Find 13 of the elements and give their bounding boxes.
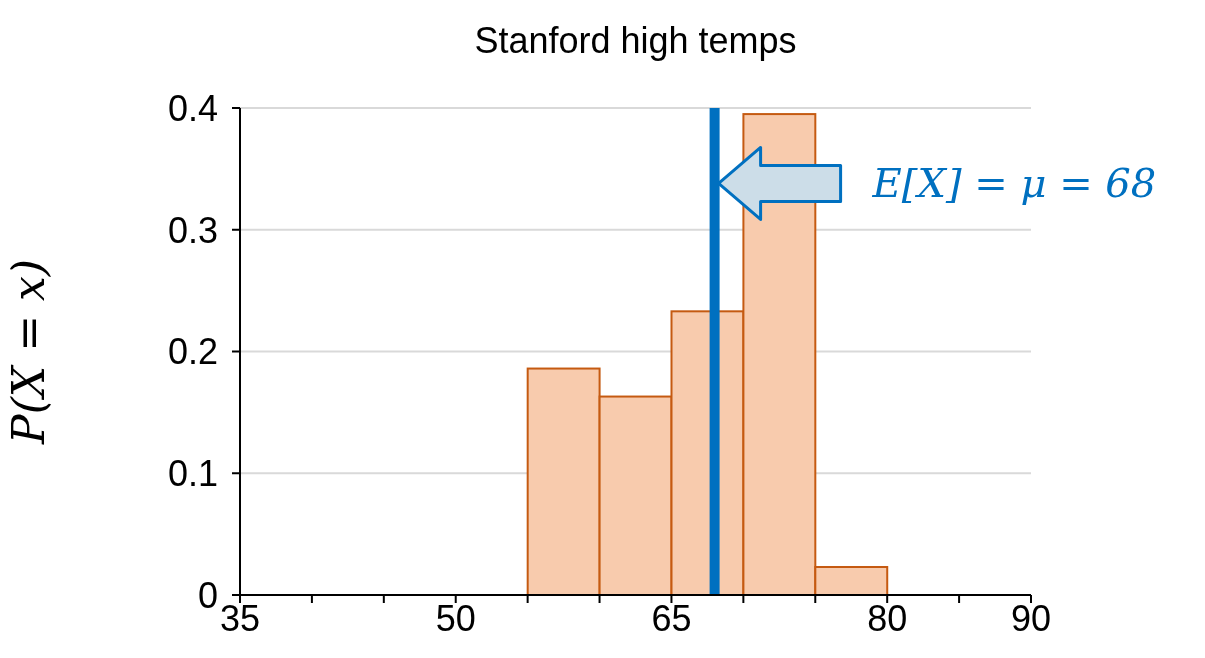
x-tick-label: 65 xyxy=(651,597,692,639)
y-tick-label: 0.2 xyxy=(167,331,218,373)
y-axis-title: P(X = x) xyxy=(2,259,54,445)
chart-title: Stanford high temps xyxy=(474,20,797,61)
y-tick-label: 0.1 xyxy=(167,453,218,495)
x-tick-label: 90 xyxy=(1010,597,1052,639)
ref-line-label: E[X] = μ = 68 xyxy=(871,160,1157,207)
x-tick-label: 50 xyxy=(435,597,476,639)
y-tick-label: 0 xyxy=(197,574,218,616)
x-tick-label: 80 xyxy=(867,597,908,639)
y-tick-label: 0.3 xyxy=(167,209,218,251)
x-tick-label: 35 xyxy=(219,597,261,639)
y-tick-label: 0.4 xyxy=(167,87,218,129)
